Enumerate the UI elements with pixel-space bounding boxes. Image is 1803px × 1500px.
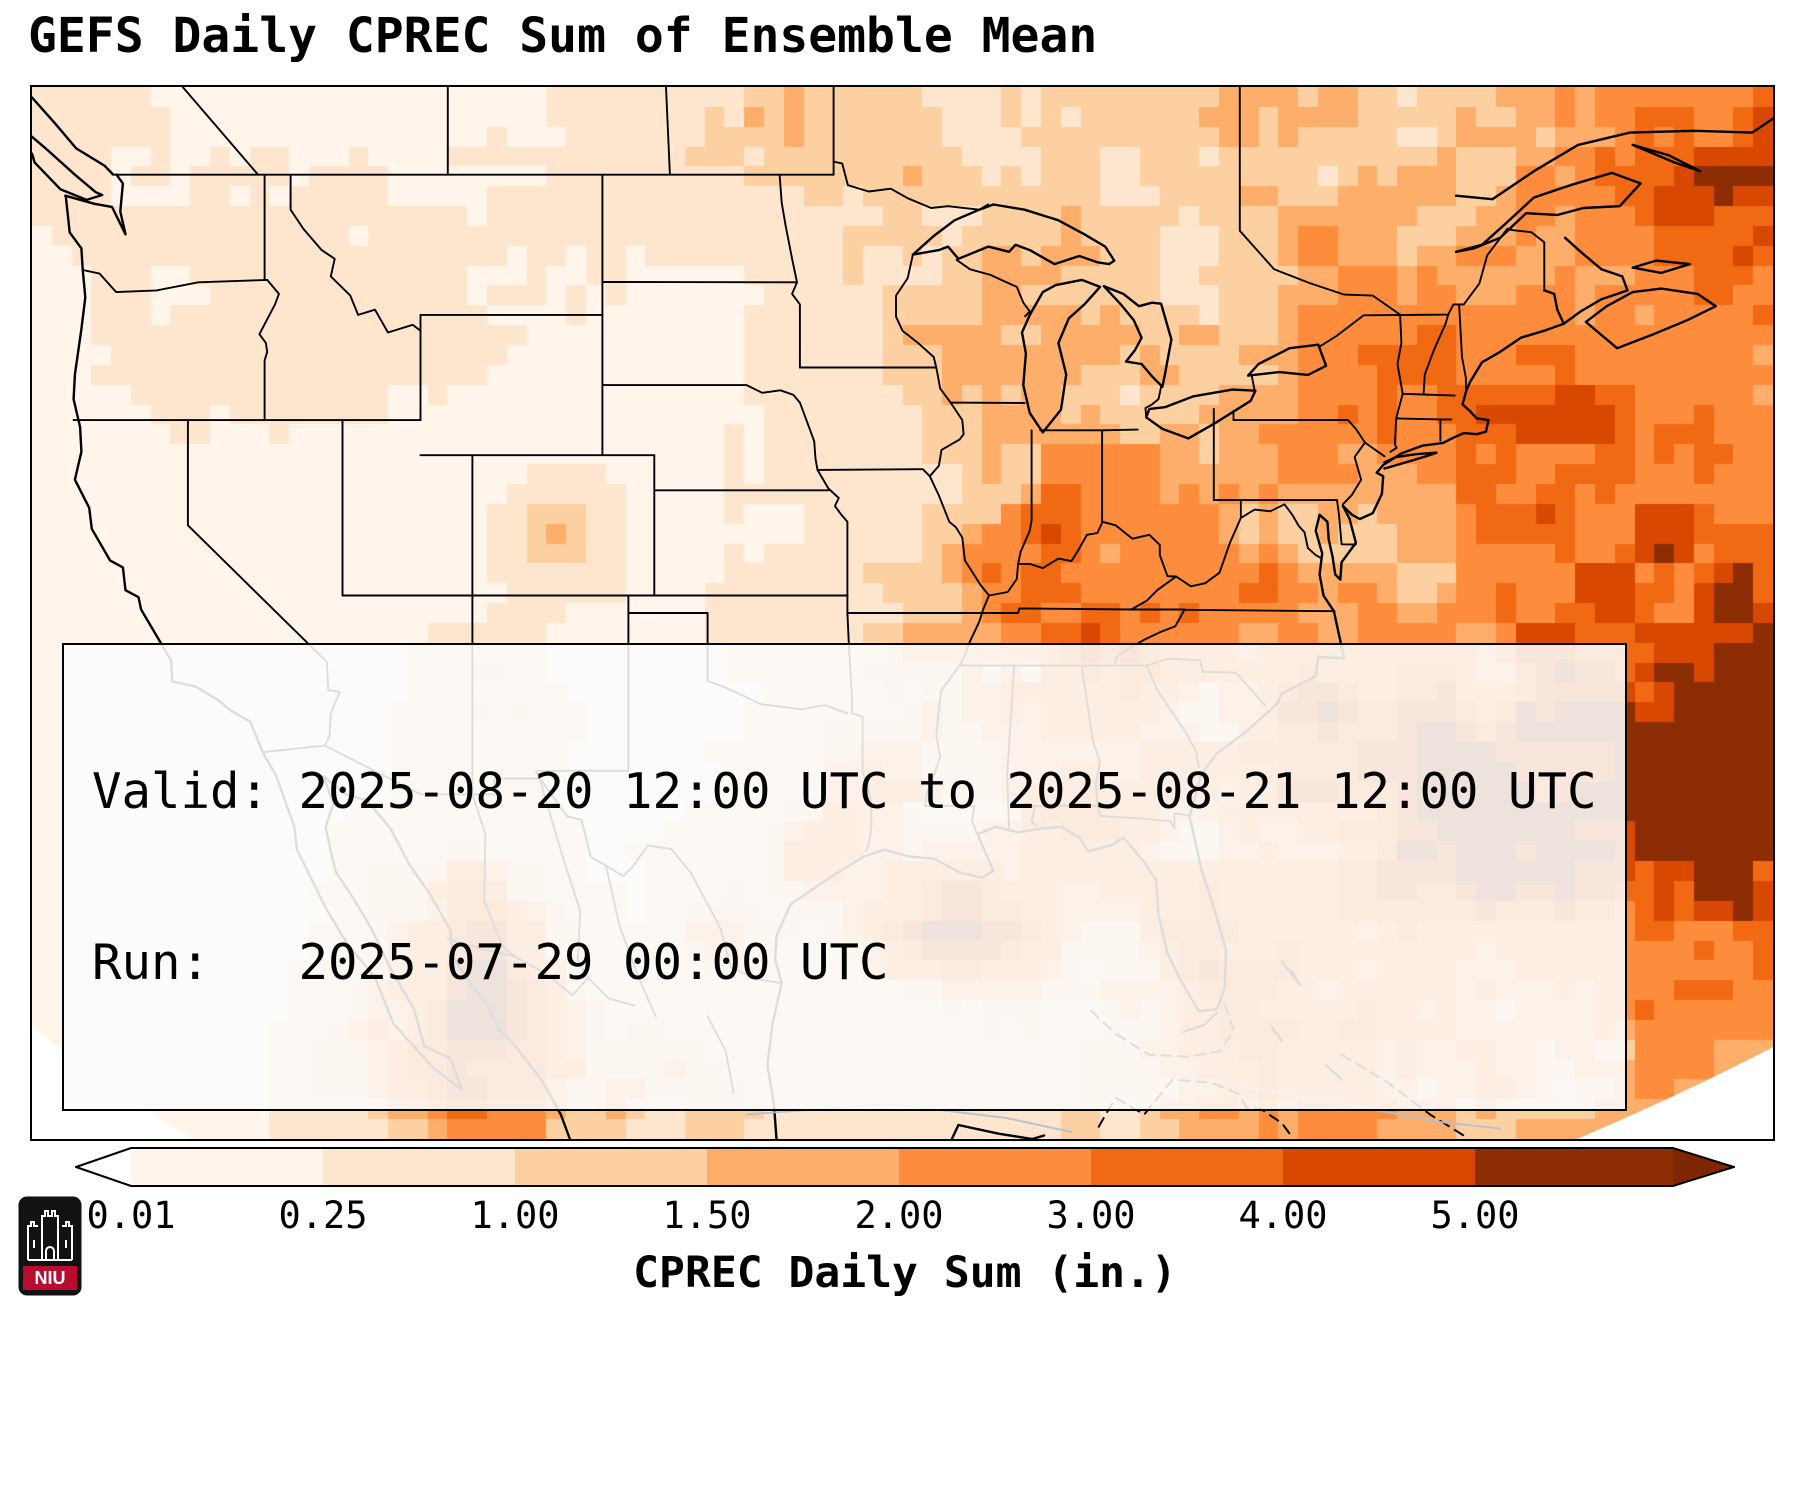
colorbar-axis-label: CPREC Daily Sum (in.) [633,1248,1177,1298]
state-boundary-path [832,160,990,211]
state-boundary-path [1250,374,1256,392]
colorbar-tick-label: 2.00 [854,1194,944,1237]
run-line: Run: 2025-07-29 00:00 UTC [92,934,889,991]
colorbar-tick-label: 1.50 [662,1194,752,1237]
state-boundary-path [816,468,849,597]
colorbar-outline [75,1147,1735,1187]
state-boundary-path [1238,87,1402,316]
projection-edge-right [1577,1047,1773,1139]
state-boundary-path [1183,608,1336,613]
niu-logo-graphic: NIU [18,1196,82,1296]
coastline-path [950,1123,1046,1139]
niu-logo-text: NIU [35,1268,66,1288]
state-boundary-path [979,607,1186,614]
state-boundary-path [816,468,931,478]
projection-edge-left [32,1027,192,1139]
state-boundary-path [1017,429,1033,565]
colorbar-over-segment [1475,1148,1673,1186]
coastline-path [1020,278,1102,434]
state-boundary-path [181,87,260,176]
coastline-path [1562,236,1629,325]
colorbar-over-arrow [1673,1148,1734,1186]
state-boundary-path [895,253,965,478]
castle-icon [27,1210,73,1261]
state-boundary-path [1336,499,1357,546]
valid-run-annotation: Valid: 2025-08-20 12:00 UTC to 2025-08-2… [62,643,1627,1111]
state-boundary-path [1395,417,1453,421]
colorbar-segment [899,1148,1091,1186]
state-boundary-path [1364,441,1386,458]
valid-line: Valid: 2025-08-20 12:00 UTC to 2025-08-2… [92,763,1597,820]
colorbar-tick-label: 0.01 [86,1194,176,1237]
coastline-path [1145,388,1257,440]
state-boundary-path [1341,441,1366,506]
state-boundary-path [81,269,269,294]
colorbar-tick-label: 4.00 [1238,1194,1328,1237]
colorbar-segment [1283,1148,1475,1186]
coastline-path [1246,343,1328,377]
colorbar-segment [515,1148,707,1186]
coastline-path [32,96,114,176]
state-boundary-path [778,173,801,369]
state-boundary-path [798,401,819,471]
coastline-path [1383,451,1438,470]
colorbar [75,1147,1735,1187]
state-boundary-path [1401,392,1456,397]
niu-logo: NIU [18,1196,82,1296]
figure-title: GEFS Daily CPREC Sum of Ensemble Mean [28,8,1098,64]
coastline-path [911,203,1116,266]
state-boundary-path [1239,499,1323,560]
coastline-path [1454,171,1642,253]
state-boundary-path [665,87,671,176]
coastline-path [1454,117,1773,201]
logo-red-band [23,1266,77,1290]
state-boundary-path [1458,303,1467,391]
state-boundary-path [1232,409,1366,444]
state-boundary-path [1039,428,1139,432]
colorbar-under-arrow [76,1148,131,1186]
colorbar-tick-labels: 0.01 0.25 1.00 1.50 2.00 3.00 4.00 5.00 [75,1194,1735,1240]
state-boundary-path [1389,313,1404,453]
colorbar-tick-label: 5.00 [1430,1194,1520,1237]
state-boundary-path [601,384,801,404]
state-boundary-path [955,258,1031,318]
coastline-path [1631,143,1702,173]
state-boundary-path [289,173,422,334]
state-boundary-path [988,520,1161,597]
colorbar-segment [131,1148,323,1186]
coastline-path [1631,259,1691,275]
state-boundary-path [1144,385,1163,419]
state-boundary-path [1422,313,1450,396]
state-boundary-path [1175,517,1242,588]
state-boundary-path [1318,227,1546,348]
state-boundary-path [1130,554,1178,611]
coastline-path [1584,287,1717,350]
colorbar-segment [1091,1148,1283,1186]
coastline-path [64,173,127,236]
map-panel: Valid: 2025-08-20 12:00 UTC to 2025-08-2… [30,85,1775,1141]
coastline-path [1102,285,1173,388]
colorbar-tick-label: 0.25 [278,1194,368,1237]
state-boundary-path [258,173,280,422]
coastline-path [32,135,104,202]
colorbar-segment [707,1148,899,1186]
colorbar-segment [323,1148,515,1186]
colorbar-tick-label: 1.00 [470,1194,560,1237]
colorbar-tick-label: 3.00 [1046,1194,1136,1237]
state-boundary-path [928,475,990,597]
